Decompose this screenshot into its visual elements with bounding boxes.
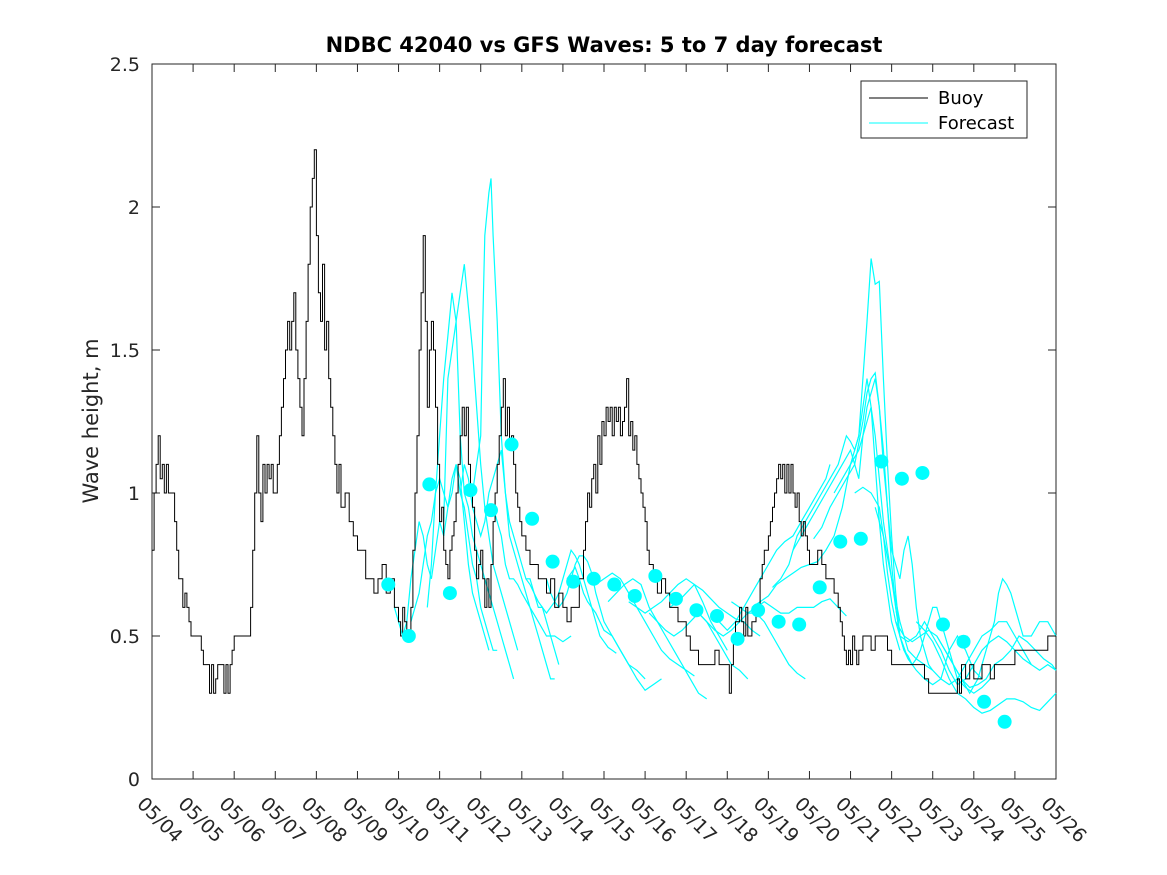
- forecast-line: [628, 578, 728, 651]
- chart-title: NDBC 42040 vs GFS Waves: 5 to 7 day fore…: [326, 33, 883, 57]
- forecast-marker: [442, 586, 457, 601]
- forecast-marker: [525, 511, 540, 526]
- forecast-marker: [463, 483, 478, 498]
- forecast-marker: [484, 503, 498, 518]
- forecast-line: [426, 292, 515, 680]
- forecast-line: [710, 464, 831, 632]
- forecast-marker: [751, 603, 766, 618]
- x-tick-label: 05/09: [338, 793, 392, 847]
- forecast-line: [895, 577, 1057, 695]
- x-tick-label: 05/13: [502, 793, 556, 847]
- forecast-marker: [812, 580, 827, 595]
- forecast-marker: [936, 617, 950, 632]
- x-tick-label: 05/11: [420, 793, 474, 847]
- x-tick-label: 05/06: [215, 793, 269, 847]
- forecast-marker: [648, 568, 663, 583]
- forecast-marker: [833, 534, 848, 549]
- forecast-marker: [792, 617, 807, 632]
- forecast-line: [525, 548, 617, 654]
- x-tick-label: 05/24: [954, 793, 1008, 847]
- forecast-line: [772, 258, 913, 665]
- forecast-line: [936, 635, 1057, 689]
- y-tick-label: 1: [128, 483, 140, 505]
- x-tick-label: 05/18: [708, 793, 762, 847]
- forecast-marker: [545, 554, 560, 569]
- y-axis-label: Wave height, m: [79, 338, 103, 503]
- x-tick-label: 05/17: [667, 793, 721, 847]
- forecast-line: [393, 464, 490, 651]
- forecast-marker: [668, 591, 683, 606]
- forecast-line: [854, 486, 1032, 686]
- x-tick-label: 05/23: [913, 793, 967, 847]
- forecast-marker: [997, 714, 1012, 729]
- forecast-marker: [977, 694, 992, 709]
- forecast-line: [915, 621, 1057, 714]
- x-tick-label: 05/26: [1036, 793, 1090, 847]
- forecast-line: [566, 566, 662, 692]
- x-tick-label: 05/21: [831, 793, 885, 847]
- legend: Buoy Forecast: [860, 80, 1028, 139]
- forecast-marker: [504, 437, 519, 452]
- x-tick-label: 05/14: [543, 793, 597, 847]
- y-tick-label: 2.5: [110, 54, 140, 76]
- forecast-marker: [401, 629, 416, 643]
- forecast-line: [607, 578, 708, 700]
- forecast-marker: [853, 531, 868, 546]
- x-tick-label: 05/07: [256, 793, 310, 847]
- x-tick-label: 05/15: [584, 793, 638, 847]
- forecast-marker: [710, 608, 724, 623]
- y-tick-label: 0: [128, 769, 140, 791]
- forecast-marker: [689, 603, 704, 618]
- forecast-line: [587, 572, 695, 677]
- forecast-marker: [771, 614, 786, 629]
- x-tick-label: 05/25: [995, 793, 1049, 847]
- y-tick-label: 2: [128, 197, 140, 219]
- forecast-line: [813, 371, 983, 686]
- forecast-markers: [381, 437, 1012, 729]
- forecast-line: [833, 407, 991, 694]
- forecast-line: [874, 507, 1057, 686]
- series-layer: [152, 149, 1057, 714]
- forecast-line: [471, 178, 555, 680]
- buoy-line: [152, 149, 1056, 694]
- y-tick-label: 0.5: [110, 626, 140, 648]
- forecast-line: [492, 507, 572, 643]
- forecast-marker: [422, 477, 437, 492]
- forecast-line: [443, 264, 519, 651]
- forecast-marker: [381, 577, 396, 592]
- forecast-marker: [915, 465, 930, 480]
- forecast-line: [669, 583, 761, 637]
- x-tick-label: 05/20: [790, 793, 844, 847]
- x-tick-label: 05/08: [297, 793, 351, 847]
- y-tick-label: 1.5: [110, 340, 140, 362]
- forecast-marker: [894, 471, 909, 486]
- forecast-marker: [956, 634, 971, 649]
- forecast-marker: [566, 574, 581, 589]
- forecast-line: [410, 464, 498, 651]
- x-tick-label: 05/12: [461, 793, 515, 847]
- x-tick-label: 05/19: [749, 793, 803, 847]
- x-tick-label: 05/05: [174, 793, 228, 847]
- forecast-marker: [607, 577, 622, 592]
- legend-label-buoy: Buoy: [938, 88, 984, 109]
- x-tick-label: 05/22: [872, 793, 926, 847]
- y-axis: 0 0.5 1 1.5 2 2.5: [110, 54, 1056, 791]
- x-tick-label: 05/10: [379, 793, 433, 847]
- forecast-marker: [874, 454, 889, 469]
- forecast-marker: [730, 631, 745, 646]
- forecast-marker: [586, 571, 601, 586]
- legend-label-forecast: Forecast: [938, 113, 1014, 134]
- x-tick-label: 05/16: [626, 793, 680, 847]
- x-axis: 05/0405/0505/0605/0705/0805/0905/1005/11…: [132, 64, 1091, 847]
- forecast-marker: [627, 588, 642, 603]
- plot-area: 00.511.522.5 05/0405/0505/0605/0705/0805…: [110, 54, 1091, 847]
- x-tick-label: 05/04: [132, 793, 186, 847]
- forecast-line: [731, 598, 847, 617]
- legend-box: [860, 80, 1028, 139]
